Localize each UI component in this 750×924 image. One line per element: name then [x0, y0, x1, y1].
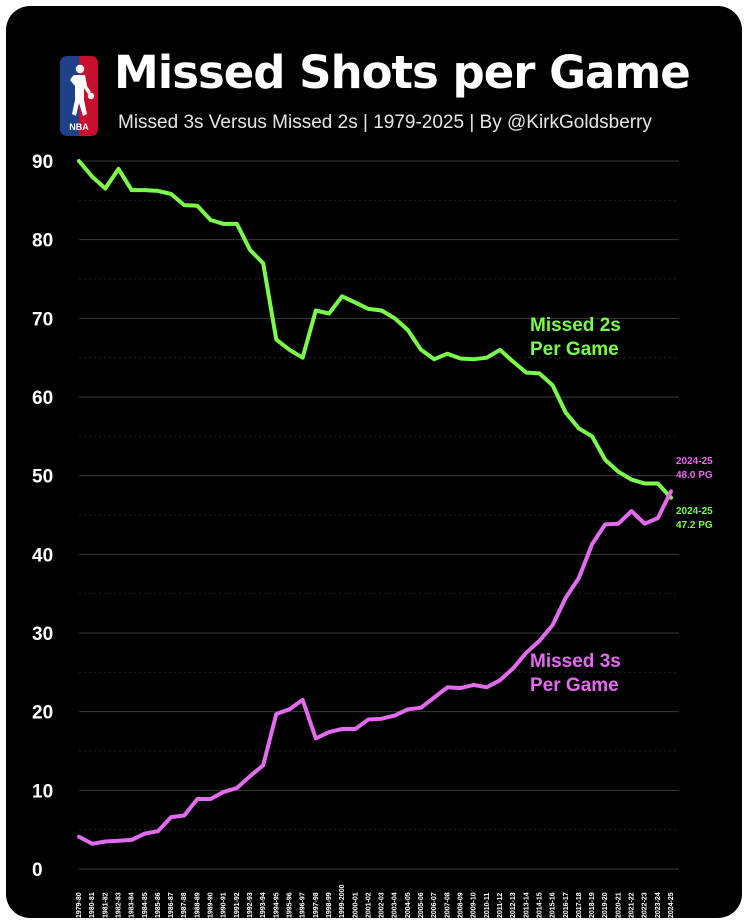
line-chart: 0 10 20 30 40 50 60 70 80 90 1979-80 1980-81 1981-8…	[32, 152, 713, 918]
y-tick-label: 50	[32, 467, 53, 488]
x-tick-label: 1985-86	[155, 892, 162, 918]
x-tick-label: 1989-90	[208, 892, 215, 918]
page-title: Missed Shots per Game	[114, 46, 691, 99]
end-annotation-missed-2s: 2024-25	[676, 506, 713, 517]
x-tick-label: 1993-94	[260, 892, 267, 918]
x-tick-label: 2002-03	[379, 892, 386, 918]
x-tick-label: 1992-93	[247, 892, 254, 918]
x-tick-label: 1996-97	[300, 892, 307, 918]
y-tick-label: 60	[32, 388, 53, 409]
series-line-missed-2s	[77, 159, 673, 500]
x-tick-label: 1990-91	[221, 892, 228, 918]
series-label-missed-2s: Per Game	[530, 339, 619, 360]
page-subtitle: Missed 3s Versus Missed 2s | 1979-2025 |…	[118, 112, 652, 133]
nba-logo-icon: NBA	[60, 56, 98, 136]
y-tick-label: 20	[32, 703, 53, 724]
x-tick-label: 1984-85	[142, 892, 149, 918]
chart-card: NBA Missed Shots per Game Missed 3s Vers…	[6, 6, 742, 918]
x-tick-label: 2010-11	[484, 893, 491, 918]
x-tick-label: 1997-98	[313, 892, 320, 918]
x-tick-label: 1995-96	[286, 892, 293, 918]
end-annotation-missed-2s: 47.2 PG	[676, 520, 713, 531]
x-tick-label: 1979-80	[76, 892, 83, 918]
x-tick-label: 1988-89	[194, 892, 201, 918]
y-tick-label: 70	[32, 309, 53, 330]
x-tick-label: 2005-06	[418, 892, 425, 918]
x-tick-label: 1982-83	[115, 892, 122, 918]
x-tick-label: 2001-02	[365, 892, 372, 918]
x-tick-label: 2011-12	[497, 893, 504, 918]
end-annotation-missed-3s: 48.0 PG	[676, 470, 713, 481]
x-tick-label: 1983-84	[129, 892, 136, 918]
x-tick-label: 2009-10	[471, 892, 478, 918]
x-tick-label: 2012-13	[510, 892, 517, 918]
x-tick-label: 2017-18	[576, 892, 583, 918]
x-tick-label: 1991-92	[234, 892, 241, 918]
x-tick-label: 2013-14	[523, 892, 530, 918]
x-tick-label: 1987-88	[181, 892, 188, 918]
x-tick-label: 2019-20	[602, 892, 609, 918]
series-labels: Missed 2s Per Game Missed 3s Per Game 2024-2…	[530, 315, 713, 696]
x-tick-label: 2003-04	[392, 892, 399, 918]
y-tick-label: 0	[32, 860, 43, 881]
x-tick-label: 2020-21	[615, 892, 622, 918]
series-label-missed-3s: Per Game	[530, 675, 619, 696]
x-tick-label: 1999-2000	[339, 884, 346, 918]
x-tick-label: 2021-22	[629, 892, 636, 918]
y-axis-ticks: 0 10 20 30 40 50 60 70 80 90	[32, 152, 53, 881]
y-tick-label: 80	[32, 231, 53, 252]
nba-logo-text: NBA	[69, 122, 89, 132]
series-label-missed-2s: Missed 2s	[530, 315, 621, 336]
x-tick-label: 2015-16	[550, 892, 557, 918]
series-lines	[77, 159, 673, 846]
grid-lines	[79, 160, 679, 870]
x-tick-label: 2022-23	[642, 892, 649, 918]
x-tick-label: 2016-17	[563, 892, 570, 918]
x-tick-label: 2014-15	[536, 892, 543, 918]
series-line-missed-3s	[77, 489, 673, 846]
x-tick-label: 1994-95	[273, 892, 280, 918]
x-tick-label: 1998-99	[326, 892, 333, 918]
x-axis-ticks: 1979-80 1980-81 1981-82 1982-83 1983-84 1984-…	[76, 884, 675, 918]
x-tick-label: 2000-01	[352, 892, 359, 918]
x-tick-label: 2006-07	[431, 892, 438, 918]
x-tick-label: 2018-19	[589, 892, 596, 918]
x-tick-label: 2004-05	[405, 892, 412, 918]
y-tick-label: 40	[32, 545, 53, 566]
x-tick-label: 2024-25	[668, 892, 675, 918]
x-tick-label: 1986-87	[168, 892, 175, 918]
x-tick-label: 1981-82	[102, 892, 109, 918]
x-tick-label: 2023-24	[655, 892, 662, 918]
x-tick-label: 2007-08	[444, 892, 451, 918]
end-annotation-missed-3s: 2024-25	[676, 456, 713, 467]
x-tick-label: 1980-81	[89, 892, 96, 918]
series-label-missed-3s: Missed 3s	[530, 651, 621, 672]
y-tick-label: 90	[32, 152, 53, 173]
y-tick-label: 30	[32, 624, 53, 645]
x-tick-label: 2008-09	[458, 892, 465, 918]
y-tick-label: 10	[32, 781, 53, 802]
